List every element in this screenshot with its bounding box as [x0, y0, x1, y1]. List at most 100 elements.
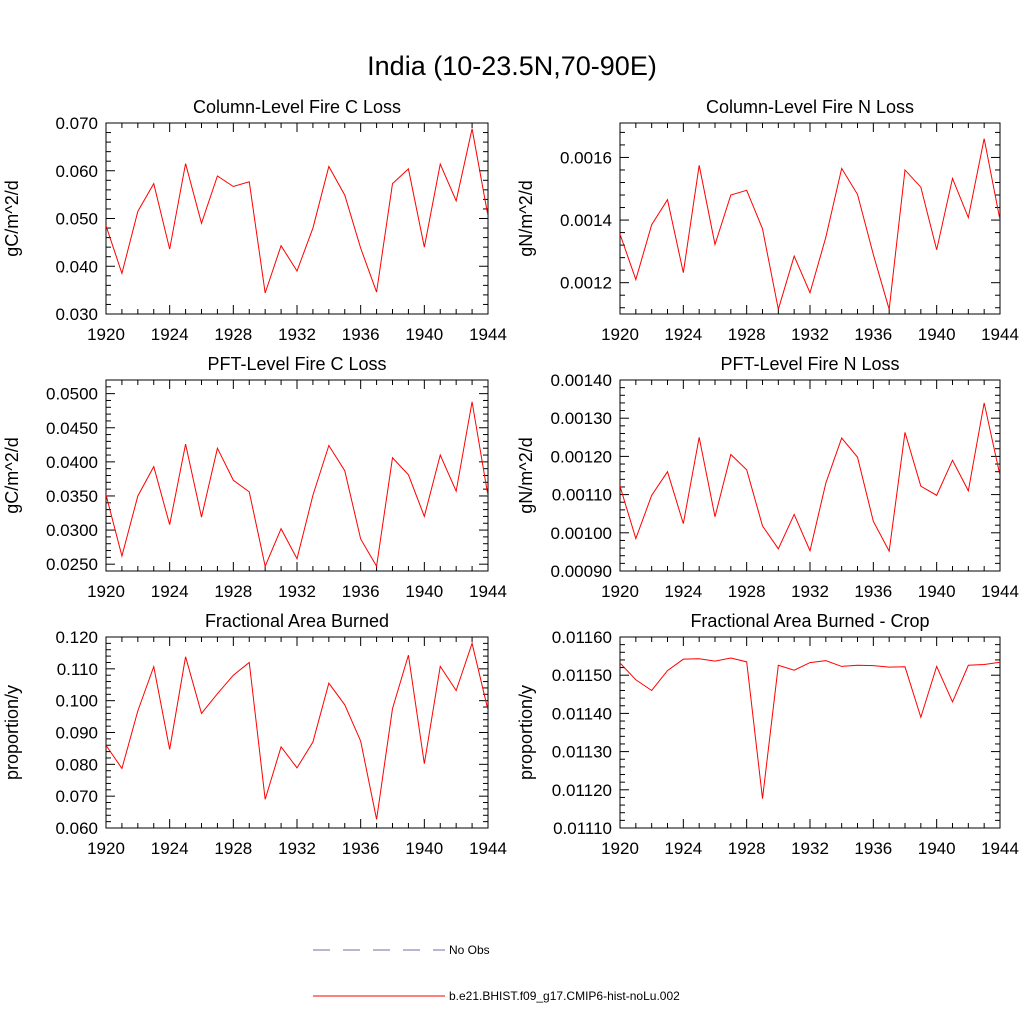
x-tick-label: 1940	[405, 582, 443, 601]
legend-label-1: No Obs	[449, 943, 490, 957]
x-tick-label: 1944	[981, 325, 1019, 344]
x-tick-label: 1932	[278, 325, 316, 344]
x-tick-label: 1920	[87, 582, 125, 601]
y-tick-label: 0.0300	[46, 521, 98, 540]
panels: Column-Level Fire C Loss 1920 1924 1928 1932…	[2, 97, 1019, 858]
y-tick-label: 0.080	[55, 755, 98, 774]
y-tick-label: 0.050	[55, 210, 98, 229]
y-tick-label: 0.00100	[551, 524, 612, 543]
legend-label-2: b.e21.BHIST.f09_g17.CMIP6-hist-noLu.002	[449, 989, 680, 1003]
series-line-1	[106, 641, 488, 820]
chart-panel-6: Fractional Area Burned - Crop 1920 1924 192…	[516, 611, 1019, 858]
x-tick-label: 1940	[918, 325, 956, 344]
y-tick-label: 0.01110	[553, 819, 612, 838]
panel-title: PFT-Level Fire N Loss	[720, 354, 899, 374]
x-tick-label: 1944	[469, 325, 507, 344]
x-tick-label: 1936	[854, 582, 892, 601]
x-tick-label: 1928	[214, 839, 252, 858]
x-tick-label: 1928	[214, 325, 252, 344]
y-tick-label: 0.01130	[552, 743, 612, 762]
x-tick-label: 1924	[151, 839, 189, 858]
y-tick-label: 0.00140	[551, 371, 612, 390]
x-tick-label: 1920	[601, 582, 639, 601]
x-tick-label: 1928	[214, 582, 252, 601]
chart-panel-4: PFT-Level Fire N Loss 1920 1924 1928 1932 193…	[516, 354, 1019, 601]
y-axis-label: gN/m^2/d	[516, 180, 536, 256]
x-tick-label: 1924	[664, 839, 702, 858]
y-tick-label: 0.040	[55, 257, 98, 276]
x-tick-label: 1920	[87, 325, 125, 344]
plot-frame	[619, 379, 1001, 572]
y-tick-label: 0.0250	[46, 555, 98, 574]
x-tick-label: 1936	[854, 839, 892, 858]
x-tick-label: 1940	[405, 325, 443, 344]
x-tick-label: 1944	[981, 582, 1019, 601]
y-tick-label: 0.00120	[551, 447, 612, 466]
y-tick-label: 0.0400	[46, 453, 98, 472]
x-tick-label: 1940	[918, 582, 956, 601]
x-tick-label: 1932	[278, 582, 316, 601]
x-tick-label: 1920	[601, 325, 639, 344]
x-tick-label: 1944	[981, 839, 1019, 858]
x-tick-label: 1944	[469, 582, 507, 601]
x-tick-label: 1932	[278, 839, 316, 858]
legend: No Obs b.e21.BHIST.f09_g17.CMIP6-hist-noL…	[313, 943, 680, 1003]
x-tick-label: 1944	[469, 839, 507, 858]
y-axis-label: gN/m^2/d	[516, 437, 536, 513]
x-tick-label: 1940	[918, 839, 956, 858]
y-tick-label: 0.030	[55, 305, 98, 324]
x-tick-label: 1924	[151, 582, 189, 601]
chart-panel-5: Fractional Area Burned 1920 1924 1928 1932 19…	[2, 611, 507, 858]
x-tick-label: 1936	[342, 582, 380, 601]
y-axis-label: gC/m^2/d	[2, 180, 22, 256]
x-tick-label: 1920	[87, 839, 125, 858]
y-tick-label: 0.0016	[560, 148, 612, 167]
x-tick-label: 1920	[601, 839, 639, 858]
series-line-1	[106, 401, 488, 568]
panel-title: Column-Level Fire N Loss	[706, 97, 914, 117]
y-axis-label: proportion/y	[2, 685, 22, 780]
y-tick-label: 0.070	[55, 787, 98, 806]
series-line-1	[620, 657, 1000, 799]
x-tick-label: 1928	[728, 839, 766, 858]
y-tick-label: 0.0012	[560, 274, 612, 293]
y-tick-label: 0.0450	[46, 419, 98, 438]
y-tick-label: 0.060	[55, 162, 98, 181]
x-tick-label: 1932	[791, 325, 829, 344]
x-tick-label: 1928	[728, 582, 766, 601]
x-tick-label: 1932	[791, 839, 829, 858]
plot-frame	[105, 636, 489, 829]
x-tick-label: 1936	[342, 325, 380, 344]
series-line-1	[620, 402, 1000, 553]
panel-title: Column-Level Fire C Loss	[193, 97, 401, 117]
y-tick-label: 0.070	[55, 114, 98, 133]
y-tick-label: 0.0500	[46, 385, 98, 404]
chart-panel-2: Column-Level Fire N Loss 1920 1924 1928 1932…	[516, 97, 1019, 344]
y-tick-label: 0.0350	[46, 487, 98, 506]
y-tick-label: 0.060	[55, 819, 98, 838]
y-tick-label: 0.0014	[560, 211, 612, 230]
y-axis-label: gC/m^2/d	[2, 437, 22, 513]
panel-title: PFT-Level Fire C Loss	[207, 354, 386, 374]
y-tick-label: 0.00130	[551, 409, 612, 428]
x-tick-label: 1924	[151, 325, 189, 344]
x-tick-label: 1924	[664, 325, 702, 344]
chart-panel-1: Column-Level Fire C Loss 1920 1924 1928 1932…	[2, 97, 507, 344]
figure-title: India (10-23.5N,70-90E)	[367, 51, 657, 81]
x-tick-label: 1936	[854, 325, 892, 344]
y-tick-label: 0.01160	[552, 628, 612, 647]
y-tick-label: 0.01140	[552, 704, 612, 723]
panel-title: Fractional Area Burned - Crop	[690, 611, 929, 631]
y-tick-label: 0.090	[55, 724, 98, 743]
series-line-1	[620, 138, 1000, 310]
y-tick-label: 0.110	[57, 660, 98, 679]
panel-title: Fractional Area Burned	[205, 611, 389, 631]
y-tick-label: 0.100	[55, 692, 98, 711]
y-tick-label: 0.00090	[551, 562, 612, 581]
x-tick-label: 1936	[342, 839, 380, 858]
y-tick-label: 0.00110	[552, 486, 612, 505]
x-tick-label: 1928	[728, 325, 766, 344]
series-line-1	[106, 128, 488, 294]
chart-panel-3: PFT-Level Fire C Loss 1920 1924 1928 1932 193…	[2, 354, 507, 601]
y-tick-label: 0.01120	[552, 781, 612, 800]
